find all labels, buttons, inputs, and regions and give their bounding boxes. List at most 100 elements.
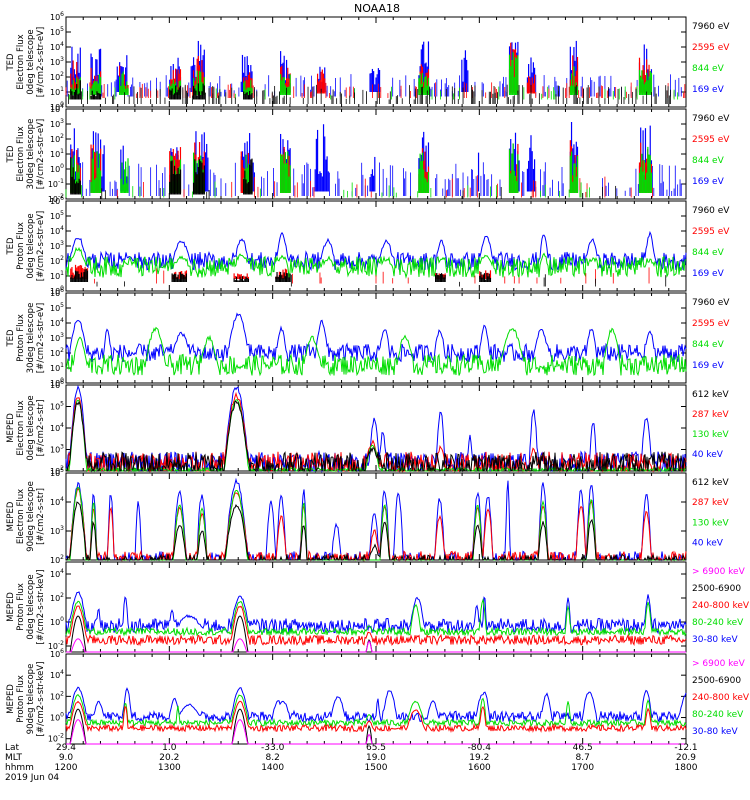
legend-entry: 169 eV [692,85,725,95]
y-tick-label: 104 [50,41,64,52]
series-line [66,719,686,745]
y-tick-label: 105 [50,26,64,37]
series-line [66,501,686,562]
y-tick-label: 102 [50,690,64,701]
footer-lat-value: 46.5 [573,743,593,753]
y-tick-label: 102 [50,465,64,476]
series-blue [70,121,682,196]
y-tick-label: 10-2 [48,733,64,744]
series-black [66,501,686,562]
legend-entry: 7960 eV [692,22,730,32]
y-tick-label: 10-1 [48,178,64,189]
legend-entry: 844 eV [692,340,725,350]
series-line [65,326,687,377]
footer-lat-value: -33.0 [261,743,285,753]
legend-entry: 40 keV [692,539,724,549]
series-black [66,400,687,473]
y-tick-label: 106 [50,379,64,390]
y-tick-label: 104 [50,225,64,236]
y-tick-label: 104 [50,422,64,433]
y-tick-label: 103 [50,332,64,343]
footer-mlt-value: 20.2 [159,753,179,763]
legend-entry: 844 eV [692,64,725,74]
series-line [66,638,686,653]
series-black [70,157,617,199]
y-tick-label: 100 [50,101,64,112]
series-line [65,597,687,637]
series-magenta [66,719,686,745]
y-axis-label: TEDProton Flux0deg telescope[#/cm2-s-str… [6,211,46,281]
y-tick-label: 101 [50,270,64,281]
y-tick-label: 102 [50,554,64,565]
series-black [65,80,671,104]
series-red [65,700,687,734]
legend-entry: 7960 eV [692,114,730,124]
legend-entry: 30-80 keV [692,635,738,645]
y-tick-label: 103 [50,525,64,536]
y-axis-label: MEPEDElectron Flux90deg telescope[#/cm2-… [6,481,46,552]
series-black [70,268,667,287]
y-axis-label: MEPEDProton Flux0deg telescope[#/cm2-s-s… [6,570,46,645]
legend-entry: 30-80 keV [692,727,738,737]
series-green [65,694,687,728]
legend-entry: 2500-6900 [692,676,741,686]
y-tick-label: 106 [50,11,64,22]
panel-frame [65,16,687,108]
series-line [65,312,687,363]
legend-entry: 2595 eV [692,43,730,53]
series-line [65,591,687,635]
footer-mlt-value: 9.0 [59,753,74,763]
series-red [66,487,687,562]
y-tick-label: 104 [50,496,64,507]
series-blue [65,230,687,272]
footer-hhmm-value: 1300 [158,763,181,773]
y-tick-label: 104 [50,568,64,579]
panel-6: 105 104 103 102 MEPEDElectron Flux90deg tele… [6,467,729,565]
footer-lat-value: 1.0 [162,743,177,753]
y-tick-label: 103 [50,444,64,455]
series-red [65,605,687,647]
series-blue [65,312,687,363]
y-tick-label: 100 [50,616,64,627]
panel-1: 106 105 104 103 102 101 100 TEDElectron Flux0de… [6,11,730,112]
legend-entry: 7960 eV [692,206,730,216]
y-tick-label: 100 [50,712,64,723]
series-green [65,143,653,198]
y-tick-label: 102 [50,133,64,144]
legend-entry: 2500-6900 [692,584,741,594]
y-tick-label: 100 [50,377,64,388]
panel-4: 106 105 104 103 102 101 100 TEDProton Flux30deg… [6,287,730,388]
y-tick-label: 106 [50,195,64,206]
series-line [65,246,687,279]
series-blue [65,686,687,724]
series-green [65,597,687,637]
footer-row-label: hhmm [5,763,34,773]
y-tick-label: 106 [50,648,64,659]
y-axis-label: TEDProton Flux30deg telescope[#/cm2-s-st… [6,303,46,374]
footer-mlt-value: 19.0 [366,753,386,763]
y-tick-label: 105 [50,210,64,221]
y-tick-label: 103 [50,118,64,129]
footer-row-label: Lat [5,743,20,753]
footer-mlt-value: 20.9 [676,753,696,763]
series-magenta [66,638,686,653]
y-tick-label: 105 [50,467,64,478]
footer-lat-value: -80.4 [468,743,492,753]
series-line [65,686,687,724]
y-tick-label: 10-2 [48,640,64,651]
y-tick-label: 104 [50,317,64,328]
footer-mlt-value: 19.2 [469,753,489,763]
legend-entry: 240-800 keV [692,693,750,703]
legend-entry: 130 keV [692,518,729,528]
legend-entry: 169 eV [692,361,725,371]
legend-entry: 80-240 keV [692,710,744,720]
series-line [66,400,687,473]
y-tick-label: 104 [50,103,64,114]
legend-entry: 612 keV [692,478,729,488]
series-line [65,694,687,728]
legend-entry: 169 eV [692,269,725,279]
y-tick-label: 104 [50,669,64,680]
footer-hhmm-value: 1600 [468,763,491,773]
